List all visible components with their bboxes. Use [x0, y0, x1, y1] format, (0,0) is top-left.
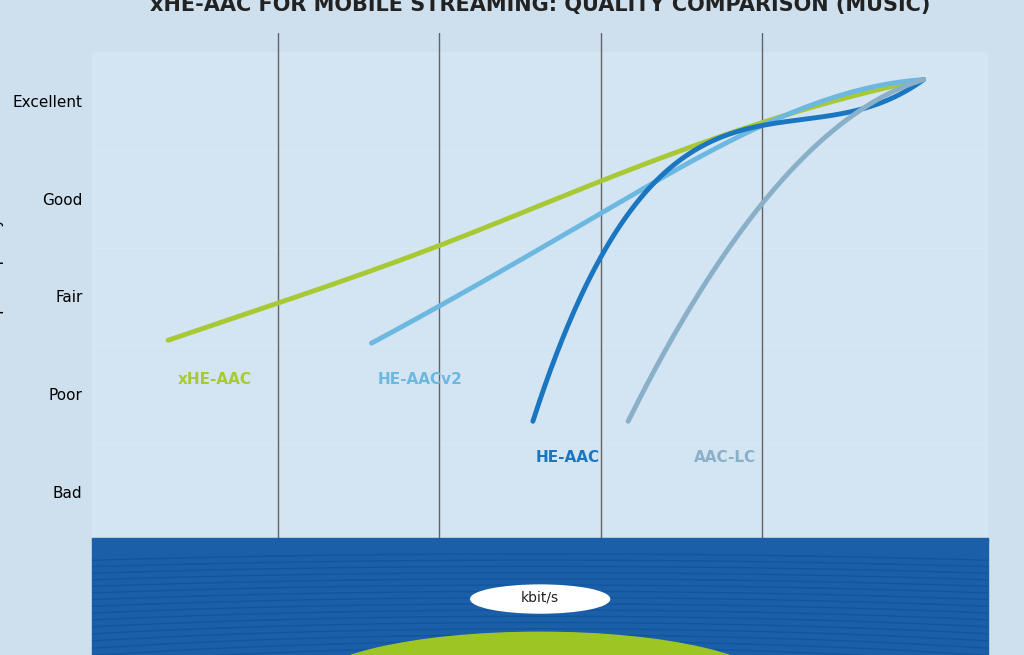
- Bar: [92, 52, 988, 150]
- Bar: [92, 150, 988, 248]
- Bar: [92, 345, 988, 443]
- Text: kbit/s: kbit/s: [521, 591, 559, 605]
- Title: xHE-AAC FOR MOBILE STREAMING: QUALITY COMPARISON (MUSIC): xHE-AAC FOR MOBILE STREAMING: QUALITY CO…: [150, 0, 931, 14]
- Bar: [92, 248, 988, 345]
- Text: HE-AAC: HE-AAC: [537, 450, 600, 465]
- Bar: [92, 443, 988, 540]
- Text: AAC-LC: AAC-LC: [694, 450, 757, 465]
- Ellipse shape: [307, 632, 773, 655]
- Y-axis label: Perceptual quality: Perceptual quality: [0, 217, 4, 356]
- Text: xHE-AAC: xHE-AAC: [178, 372, 252, 387]
- Ellipse shape: [471, 585, 609, 613]
- Text: HE-AACv2: HE-AACv2: [378, 372, 463, 387]
